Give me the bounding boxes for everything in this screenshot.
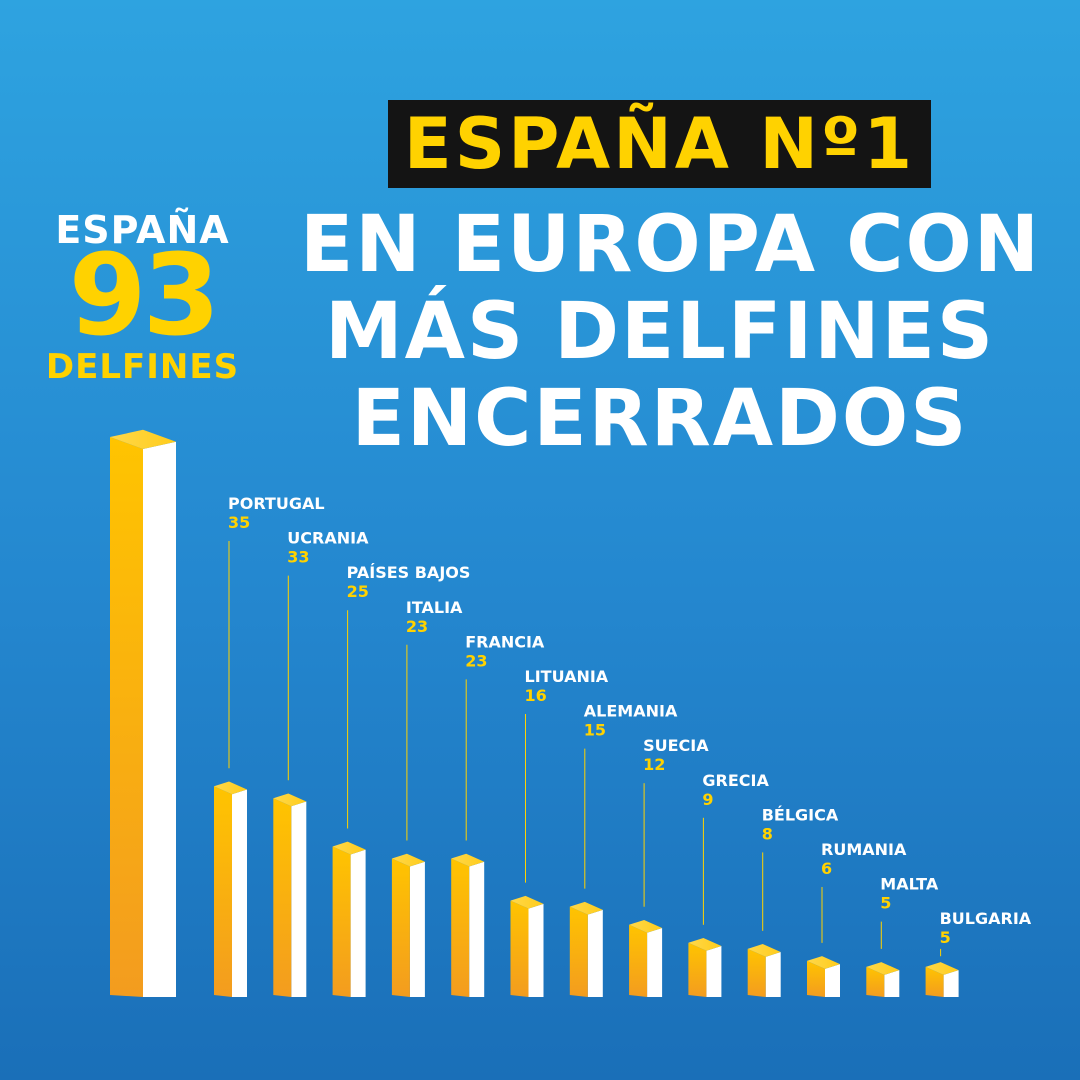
country-name-label: UCRANIA <box>287 529 369 548</box>
bar-side-2 <box>291 801 307 997</box>
bar-side-10 <box>765 952 781 997</box>
bar-side-4 <box>409 861 425 997</box>
country-value-label: 12 <box>643 755 665 774</box>
country-name-label: MALTA <box>880 875 939 894</box>
country-name-label: PAÍSES BAJOS <box>347 563 471 582</box>
bar-top-1 <box>214 781 247 795</box>
bar-front-3 <box>332 846 351 997</box>
country-value-label: 33 <box>287 548 309 567</box>
bar-top-6 <box>510 895 544 909</box>
spain-label: ESPAÑA <box>55 208 230 252</box>
bar-side-9 <box>706 946 722 997</box>
bar-top-7 <box>569 901 603 915</box>
country-value-label: 35 <box>228 513 250 532</box>
bar-top-11 <box>807 956 840 969</box>
bar-top-9 <box>688 938 722 951</box>
bar-front-9 <box>688 942 707 997</box>
country-value-label: 16 <box>525 686 547 705</box>
bar-front-0 <box>110 437 143 997</box>
bar-side-12 <box>884 970 900 997</box>
headline-line-3: ENCERRADOS <box>351 374 969 464</box>
bar-side-6 <box>528 903 544 997</box>
bar-front-5 <box>451 858 470 997</box>
country-name-label: SUECIA <box>643 736 709 755</box>
bar-top-2 <box>273 793 307 807</box>
country-value-label: 15 <box>584 721 606 740</box>
country-value-label: 9 <box>702 790 713 809</box>
country-name-label: BÉLGICA <box>762 805 839 824</box>
bar-top-13 <box>925 962 959 975</box>
country-value-label: 23 <box>465 651 487 670</box>
country-value-label: 6 <box>821 859 832 878</box>
bar-top-12 <box>866 962 900 975</box>
headline-box: ESPAÑA Nº1 <box>388 100 931 188</box>
bar-front-8 <box>629 924 648 997</box>
country-value-label: 23 <box>406 617 428 636</box>
country-value-label: 8 <box>762 824 773 843</box>
bar-top-3 <box>332 841 366 855</box>
country-name-label: LITUANIA <box>525 667 609 686</box>
bar-top-5 <box>451 853 485 867</box>
headline-line-2: MÁS DELFINES <box>324 287 996 377</box>
bar-side-1 <box>232 789 247 997</box>
bar-front-12 <box>866 966 885 997</box>
bar-side-11 <box>825 964 840 997</box>
bar-front-2 <box>273 798 292 997</box>
bar-side-7 <box>587 909 603 997</box>
bar-front-10 <box>747 948 766 997</box>
bar-side-8 <box>647 927 663 997</box>
bar-top-0 <box>110 429 176 449</box>
country-name-label: ALEMANIA <box>584 702 678 721</box>
bar-front-13 <box>925 966 944 997</box>
bar-side-5 <box>469 861 485 997</box>
bar-front-4 <box>391 858 410 997</box>
spain-unit: DELFINES <box>45 347 240 387</box>
country-value-label: 5 <box>940 928 951 947</box>
country-name-label: ITALIA <box>406 598 463 617</box>
headline-line-1: EN EUROPA CON <box>300 200 1042 290</box>
country-name-label: FRANCIA <box>465 632 545 651</box>
bar-front-11 <box>807 960 825 997</box>
bar-top-8 <box>629 919 663 933</box>
bar-top-4 <box>391 853 425 867</box>
bar-side-13 <box>943 970 959 997</box>
bar-side-3 <box>350 849 366 997</box>
country-name-label: BULGARIA <box>940 909 1032 928</box>
country-value-label: 5 <box>880 894 891 913</box>
country-name-label: PORTUGAL <box>228 494 325 513</box>
headline-box-text: ESPAÑA Nº1 <box>403 103 916 185</box>
bar-front-1 <box>214 786 232 997</box>
country-name-label: GRECIA <box>702 771 769 790</box>
bar-front-7 <box>569 906 588 997</box>
bar-top-10 <box>747 944 781 957</box>
spain-value: 93 <box>68 231 221 361</box>
bar-side-0 <box>143 441 176 997</box>
country-value-label: 25 <box>347 582 369 601</box>
bar-front-6 <box>510 900 529 997</box>
country-name-label: RUMANIA <box>821 840 907 859</box>
